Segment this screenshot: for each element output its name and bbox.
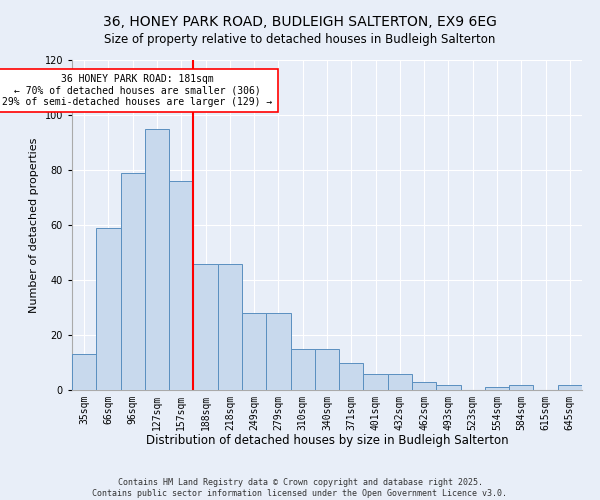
X-axis label: Distribution of detached houses by size in Budleigh Salterton: Distribution of detached houses by size … — [146, 434, 508, 448]
Bar — [509, 384, 533, 390]
Text: Size of property relative to detached houses in Budleigh Salterton: Size of property relative to detached ho… — [104, 32, 496, 46]
Bar — [436, 384, 461, 390]
Bar — [339, 362, 364, 390]
Bar — [121, 173, 145, 390]
Text: Contains HM Land Registry data © Crown copyright and database right 2025.
Contai: Contains HM Land Registry data © Crown c… — [92, 478, 508, 498]
Bar — [218, 264, 242, 390]
Text: 36, HONEY PARK ROAD, BUDLEIGH SALTERTON, EX9 6EG: 36, HONEY PARK ROAD, BUDLEIGH SALTERTON,… — [103, 15, 497, 29]
Bar — [315, 349, 339, 390]
Bar — [364, 374, 388, 390]
Bar — [169, 181, 193, 390]
Bar — [242, 313, 266, 390]
Bar — [558, 384, 582, 390]
Bar — [193, 264, 218, 390]
Bar — [388, 374, 412, 390]
Bar — [72, 354, 96, 390]
Y-axis label: Number of detached properties: Number of detached properties — [29, 138, 39, 312]
Bar — [96, 228, 121, 390]
Bar — [290, 349, 315, 390]
Bar — [412, 382, 436, 390]
Bar — [485, 387, 509, 390]
Bar — [145, 128, 169, 390]
Bar — [266, 313, 290, 390]
Text: 36 HONEY PARK ROAD: 181sqm
← 70% of detached houses are smaller (306)
29% of sem: 36 HONEY PARK ROAD: 181sqm ← 70% of deta… — [2, 74, 272, 107]
